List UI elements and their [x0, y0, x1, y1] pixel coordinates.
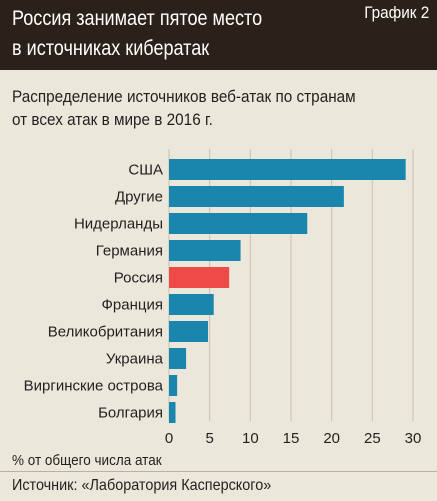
- x-tick-label: 0: [165, 430, 173, 447]
- bar-9: [169, 375, 178, 396]
- footer: Источник: «Лаборатория Касперского»: [0, 471, 437, 501]
- title-line-2: в источниках кибератак: [12, 37, 210, 60]
- subtitle-line-2: от всех атак в мире в 2016 г.: [12, 110, 213, 129]
- category-label: Виргинские острова: [24, 378, 164, 395]
- category-label: Украина: [106, 351, 164, 368]
- bar-chart: США Другие Нидерланды Германия Россия Франция…: [24, 149, 422, 447]
- category-label: Болгария: [98, 405, 163, 422]
- bar-5: [169, 267, 230, 288]
- bar-7: [169, 321, 209, 342]
- graph-number-tag: График 2: [363, 3, 429, 22]
- x-tick-label: 20: [323, 430, 340, 447]
- category-label: Германия: [96, 243, 163, 260]
- title-line-1: Россия занимает пятое место: [12, 7, 263, 30]
- x-tick-label: 15: [283, 430, 300, 447]
- header-bar: Россия занимает пятое место в источниках…: [0, 0, 437, 70]
- category-label: Другие: [115, 189, 163, 206]
- chart-title: Россия занимает пятое место в источниках…: [12, 4, 304, 64]
- category-label: Россия: [114, 270, 163, 287]
- x-axis-label: % от общего числа атак: [12, 452, 162, 469]
- bar-2: [169, 186, 344, 207]
- chart-subtitle: Распределение источников веб-атак по стр…: [12, 85, 390, 131]
- subtitle-line-1: Распределение источников веб-атак по стр…: [12, 87, 356, 106]
- bar-3: [169, 213, 308, 234]
- category-label: Нидерланды: [74, 216, 163, 233]
- source-note: Источник: «Лаборатория Касперского»: [12, 477, 272, 494]
- category-label: Великобритания: [48, 324, 163, 341]
- category-label: Франция: [102, 297, 163, 314]
- category-label: США: [128, 162, 163, 179]
- x-tick-label: 5: [205, 430, 213, 447]
- bar-10: [169, 402, 176, 423]
- x-tick-label: 30: [405, 430, 422, 447]
- bar-1: [169, 159, 406, 180]
- bar-4: [169, 240, 241, 261]
- bar-8: [169, 348, 187, 369]
- x-tick-label: 10: [242, 430, 259, 447]
- x-tick-label: 25: [364, 430, 381, 447]
- bar-6: [169, 294, 214, 315]
